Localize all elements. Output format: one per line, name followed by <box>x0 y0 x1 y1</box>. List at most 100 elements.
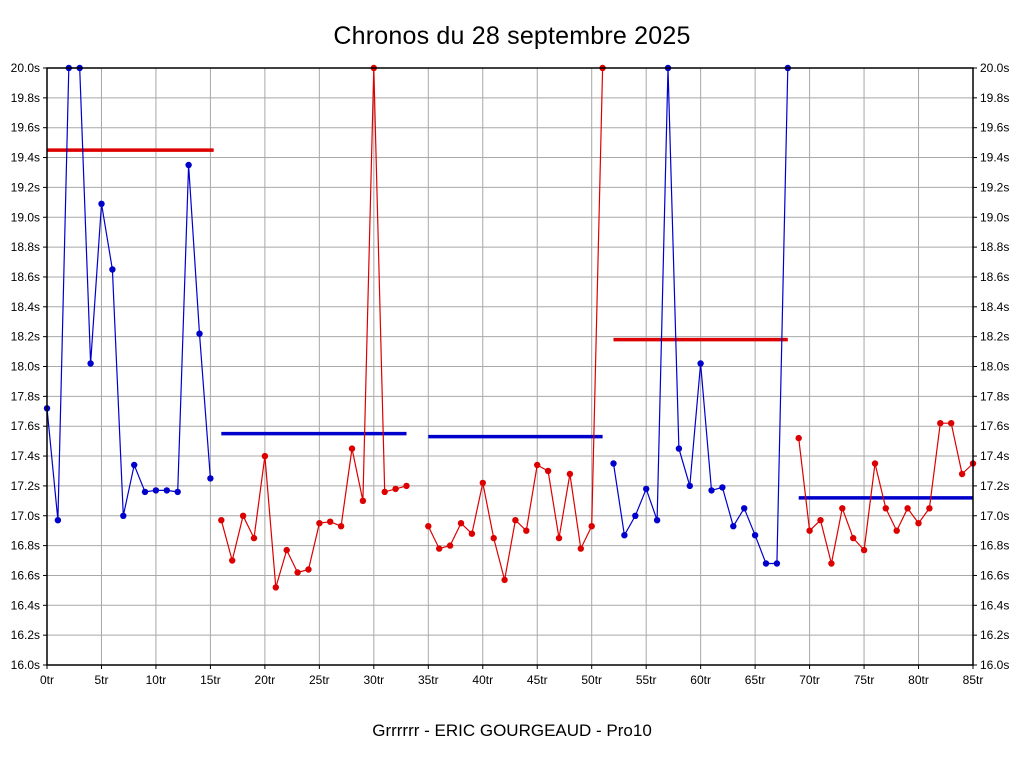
y-axis-tick-label-right: 18.2s <box>980 330 1009 344</box>
data-point <box>850 534 857 542</box>
data-point <box>708 487 715 494</box>
data-point <box>915 520 922 527</box>
data-point <box>305 566 312 573</box>
data-point <box>294 569 301 576</box>
x-axis-tick-label: 80tr <box>908 673 929 687</box>
data-point <box>490 534 497 542</box>
y-axis-tick-label: 18.6s <box>11 270 40 284</box>
x-axis-tick-label: 50tr <box>581 673 602 687</box>
x-axis-tick-label: 55tr <box>636 673 657 687</box>
data-point <box>109 266 116 273</box>
y-axis-tick-label: 19.2s <box>11 180 40 194</box>
axis-ticks <box>43 67 977 669</box>
data-point <box>272 584 279 591</box>
y-axis-tick-label-right: 19.4s <box>980 151 1009 165</box>
data-point <box>250 534 258 542</box>
y-axis-tick-label: 16.2s <box>11 628 40 642</box>
x-axis-tick-label: 35tr <box>418 673 439 687</box>
data-point <box>653 517 661 524</box>
data-point <box>54 517 62 524</box>
x-axis-tick-label: 20tr <box>255 673 276 687</box>
y-axis-tick-label-right: 17.4s <box>980 449 1009 463</box>
y-axis-tick-label-right: 18.8s <box>980 240 1009 254</box>
series-stint-4 <box>610 64 791 567</box>
x-axis-tick-label: 65tr <box>745 673 766 687</box>
data-point <box>392 485 399 493</box>
y-axis-tick-label-right: 17.2s <box>980 479 1009 493</box>
x-axis-tick-label: 60tr <box>690 673 711 687</box>
data-point <box>817 517 824 524</box>
data-point <box>686 482 693 490</box>
y-axis-tick-label-right: 19.8s <box>980 91 1009 105</box>
x-axis-tick-label: 5tr <box>94 673 108 687</box>
y-axis-tick-label-right: 17.8s <box>980 389 1009 403</box>
y-axis-tick-label: 16.0s <box>11 658 40 672</box>
data-point <box>436 545 443 552</box>
data-point <box>229 557 236 564</box>
x-axis-tick-label: 30tr <box>363 673 384 687</box>
y-axis-tick-label-right: 16.0s <box>980 658 1009 672</box>
data-point <box>762 560 770 567</box>
x-axis-tick-label: 25tr <box>309 673 330 687</box>
data-point <box>479 479 486 487</box>
data-point <box>196 330 203 337</box>
y-axis-tick-label: 18.0s <box>11 360 40 374</box>
data-point <box>446 542 454 549</box>
y-axis-tick-label-right: 18.6s <box>980 270 1009 284</box>
data-point <box>926 505 933 512</box>
chart-footer: Grrrrrr - ERIC GOURGEAUD - Pro10 <box>372 721 652 740</box>
y-axis-tick-label: 19.0s <box>11 210 40 224</box>
y-axis-tick-label: 17.0s <box>11 509 40 523</box>
data-point <box>621 532 628 539</box>
data-point <box>512 517 519 524</box>
data-point <box>152 487 160 494</box>
data-point <box>697 360 704 367</box>
grid-lines <box>46 67 974 666</box>
data-point <box>937 420 944 427</box>
data-point <box>828 560 835 567</box>
x-axis-tick-label: 15tr <box>200 673 221 687</box>
data-point <box>87 360 94 367</box>
series-stint-5 <box>795 420 977 567</box>
data-point <box>457 520 465 527</box>
data-point <box>337 523 345 530</box>
data-point <box>839 505 846 512</box>
data-point <box>185 161 192 169</box>
data-point <box>316 520 323 527</box>
y-axis-tick-label: 20.0s <box>11 61 40 75</box>
x-axis-tick-label: 10tr <box>146 673 167 687</box>
x-axis-tick-label: 45tr <box>527 673 548 687</box>
y-axis-tick-label: 17.4s <box>11 449 40 463</box>
data-point <box>773 560 781 567</box>
data-point <box>327 518 334 525</box>
series-stint-1 <box>43 64 214 524</box>
y-axis-tick-label: 17.2s <box>11 479 40 493</box>
data-point <box>730 523 737 530</box>
y-axis-tick-label-right: 19.2s <box>980 180 1009 194</box>
y-axis-tick-label: 17.8s <box>11 389 40 403</box>
data-point <box>860 546 868 554</box>
data-point <box>348 445 356 452</box>
y-axis-tick-label: 17.6s <box>11 419 40 433</box>
y-axis-tick-label-right: 16.2s <box>980 628 1009 642</box>
data-point <box>403 482 410 490</box>
series-stint-3 <box>425 64 606 584</box>
y-axis-tick-label: 19.8s <box>11 91 40 105</box>
data-point <box>948 420 955 427</box>
y-axis-tick-label-right: 16.8s <box>980 539 1009 553</box>
data-point <box>261 452 269 460</box>
data-point <box>120 512 127 519</box>
x-axis-tick-label: 70tr <box>799 673 820 687</box>
data-point <box>468 530 476 537</box>
data-point <box>577 545 584 552</box>
series-stint-2 <box>218 64 410 591</box>
data-point <box>893 527 900 534</box>
data-point <box>904 505 911 512</box>
y-axis-tick-label: 19.6s <box>11 121 40 135</box>
x-axis-tick-label: 0tr <box>40 673 54 687</box>
y-axis-tick-label-right: 16.6s <box>980 568 1009 582</box>
data-point <box>163 487 170 494</box>
y-axis-tick-label: 18.2s <box>11 330 40 344</box>
data-point <box>795 434 802 442</box>
